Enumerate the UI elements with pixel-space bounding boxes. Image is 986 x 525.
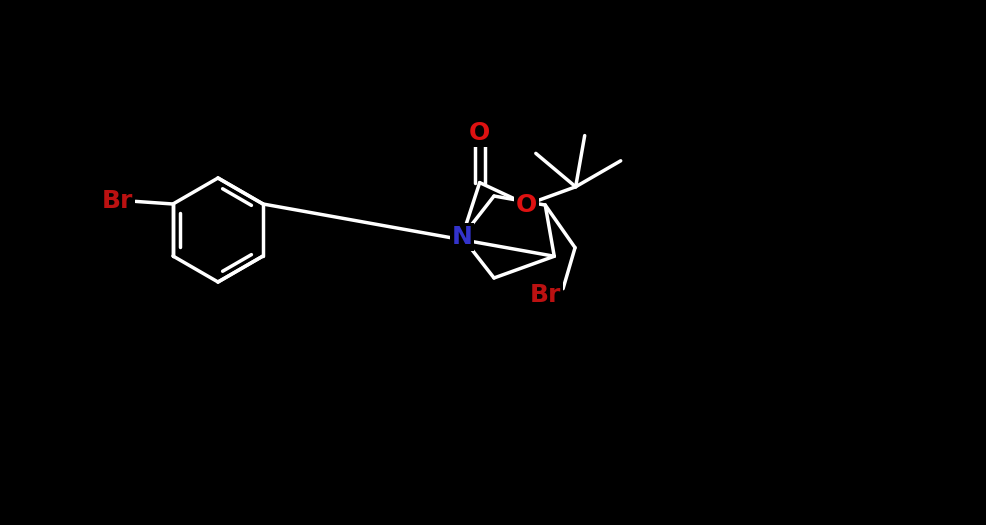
Text: Br: Br [102, 190, 133, 213]
Text: Br: Br [529, 282, 561, 307]
Text: O: O [469, 121, 490, 145]
Text: O: O [517, 193, 537, 217]
Text: N: N [452, 225, 472, 249]
